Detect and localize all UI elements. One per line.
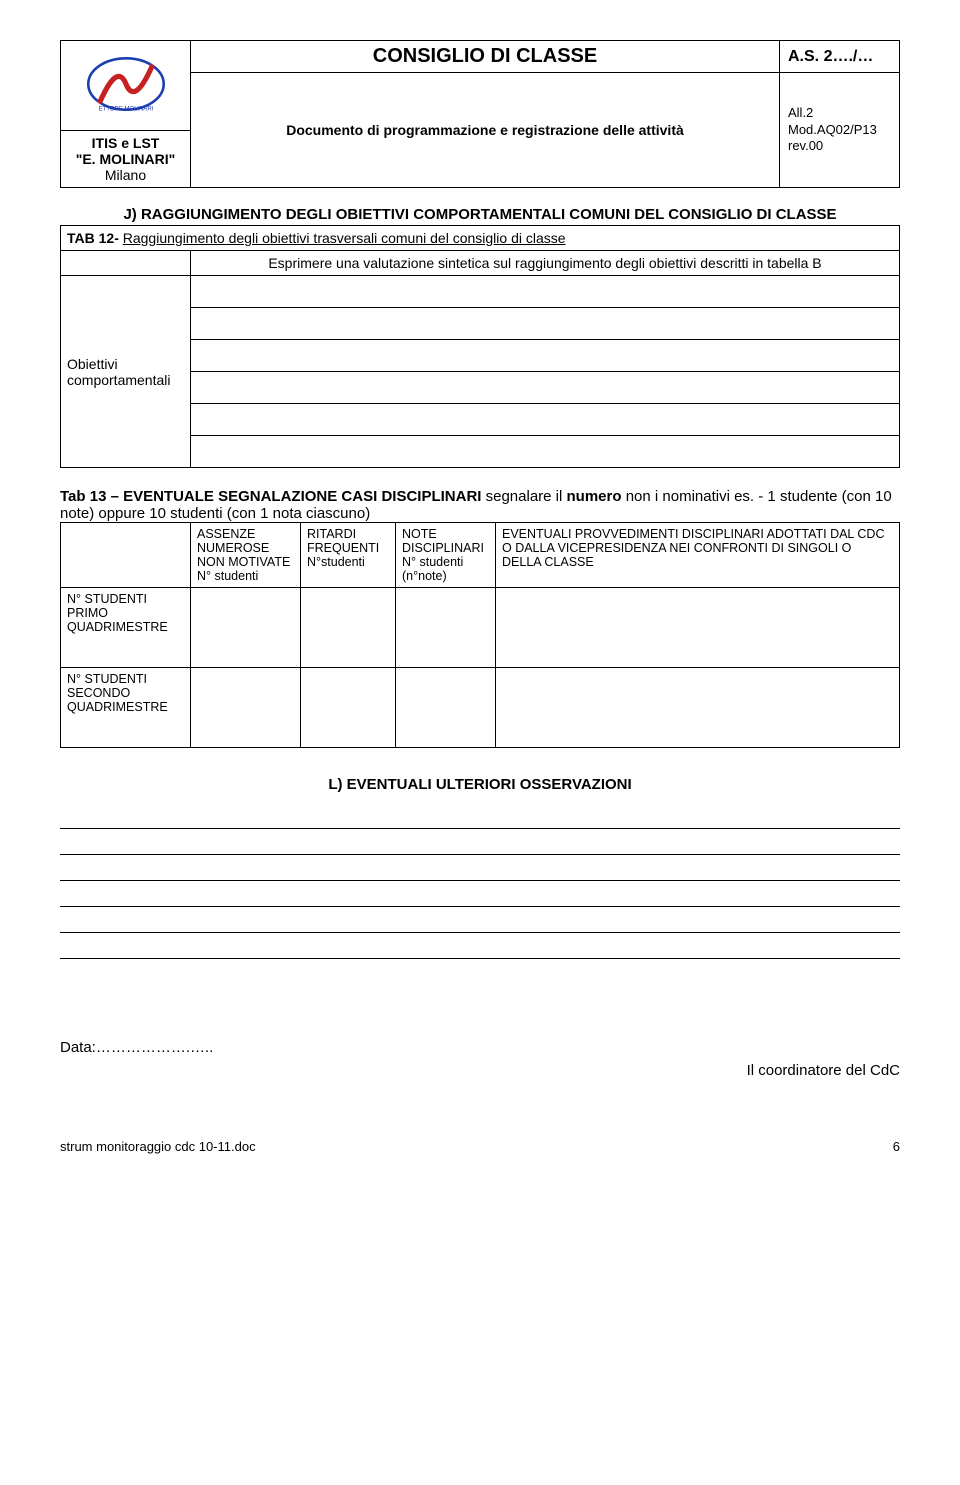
svg-text:ETTORE MOLINARI: ETTORE MOLINARI	[98, 107, 153, 113]
tab12-row	[191, 372, 900, 404]
header-title: CONSIGLIO DI CLASSE	[191, 41, 780, 73]
tab13-col1: ASSENZE NUMEROSE NON MOTIVATE N° student…	[191, 523, 301, 588]
section-l-text: EVENTUALI ULTERIORI OSSERVAZIONI	[347, 776, 632, 793]
tab13-title-strong2: numero	[567, 488, 622, 505]
tab13-title-strong1: Tab 13 – EVENTUALE SEGNALAZIONE CASI DIS…	[60, 488, 481, 505]
tab13-col2: RITARDI FREQUENTI N°studenti	[301, 523, 396, 588]
tab13-cell	[396, 668, 496, 748]
header-as: A.S. 2…./…	[780, 41, 900, 73]
document-header: ETTORE MOLINARI CONSIGLIO DI CLASSE A.S.…	[60, 40, 900, 188]
tab13-col4: EVENTUALI PROVVEDIMENTI DISCIPLINARI ADO…	[496, 523, 900, 588]
section-l-title: L) EVENTUALI ULTERIORI OSSERVAZIONI	[60, 776, 900, 793]
line	[60, 803, 900, 829]
tab12-table: TAB 12- Raggiungimento degli obiettivi t…	[60, 225, 900, 468]
school-line2: "E. MOLINARI"	[76, 151, 176, 167]
section-l-letter: L)	[328, 776, 342, 793]
tab13-cell	[191, 668, 301, 748]
tab13-cell	[191, 588, 301, 668]
tab12-row	[191, 340, 900, 372]
ref-line2: Mod.AQ02/P13	[788, 122, 877, 137]
tab12-header: TAB 12- Raggiungimento degli obiettivi t…	[61, 226, 900, 251]
tab13-row1-label: N° STUDENTI PRIMO QUADRIMESTRE	[61, 588, 191, 668]
footer-file: strum monitoraggio cdc 10-11.doc	[60, 1139, 256, 1154]
line	[60, 829, 900, 855]
tab12-label: TAB 12-	[67, 230, 119, 246]
coordinator-line: Il coordinatore del CdC	[60, 1062, 900, 1079]
tab13-col3: NOTE DISCIPLINARI N° studenti (n°note)	[396, 523, 496, 588]
tab12-row	[191, 308, 900, 340]
section-j-letter: J)	[123, 206, 136, 223]
date-line: Data:……………….…..	[60, 1039, 900, 1056]
tab12-desc: Esprimere una valutazione sintetica sul …	[191, 251, 900, 276]
logo-cell: ETTORE MOLINARI	[61, 41, 191, 131]
school-line1: ITIS e LST	[92, 135, 160, 151]
tab13-row2-label: N° STUDENTI SECONDO QUADRIMESTRE	[61, 668, 191, 748]
header-school: ITIS e LST "E. MOLINARI" Milano	[61, 131, 191, 188]
tab13-cell	[301, 588, 396, 668]
tab12-side-label: Obiettivi comportamentali	[61, 276, 191, 468]
line	[60, 933, 900, 959]
ref-line1: All.2	[788, 105, 813, 120]
tab12-row	[191, 436, 900, 468]
section-j-title: J) RAGGIUNGIMENTO DEGLI OBIETTIVI COMPOR…	[60, 206, 900, 223]
tab13-corner	[61, 523, 191, 588]
tab13-cell	[396, 588, 496, 668]
school-logo-icon: ETTORE MOLINARI	[81, 54, 171, 114]
line	[60, 855, 900, 881]
tab13-cell	[301, 668, 396, 748]
tab13-cell	[496, 668, 900, 748]
tab12-text: Raggiungimento degli obiettivi trasversa…	[123, 230, 566, 246]
tab12-left-blank	[61, 251, 191, 276]
line	[60, 881, 900, 907]
header-ref: All.2 Mod.AQ02/P13 rev.00	[780, 73, 900, 188]
page-footer: strum monitoraggio cdc 10-11.doc 6	[60, 1139, 900, 1154]
date-label: Data:……………….…..	[60, 1039, 213, 1056]
ref-line3: rev.00	[788, 138, 823, 153]
section-j-text: RAGGIUNGIMENTO DEGLI OBIETTIVI COMPORTAM…	[141, 206, 837, 223]
observation-lines	[60, 803, 900, 959]
tab12-row	[191, 404, 900, 436]
tab12-row	[191, 276, 900, 308]
tab13-cell	[496, 588, 900, 668]
line	[60, 907, 900, 933]
tab13-table: ASSENZE NUMEROSE NON MOTIVATE N° student…	[60, 522, 900, 748]
tab13-title-mid: segnalare il	[481, 488, 566, 505]
header-subtitle: Documento di programmazione e registrazi…	[191, 73, 780, 188]
tab13-title: Tab 13 – EVENTUALE SEGNALAZIONE CASI DIS…	[60, 488, 900, 522]
footer-page: 6	[893, 1139, 900, 1154]
school-line3: Milano	[105, 167, 146, 183]
